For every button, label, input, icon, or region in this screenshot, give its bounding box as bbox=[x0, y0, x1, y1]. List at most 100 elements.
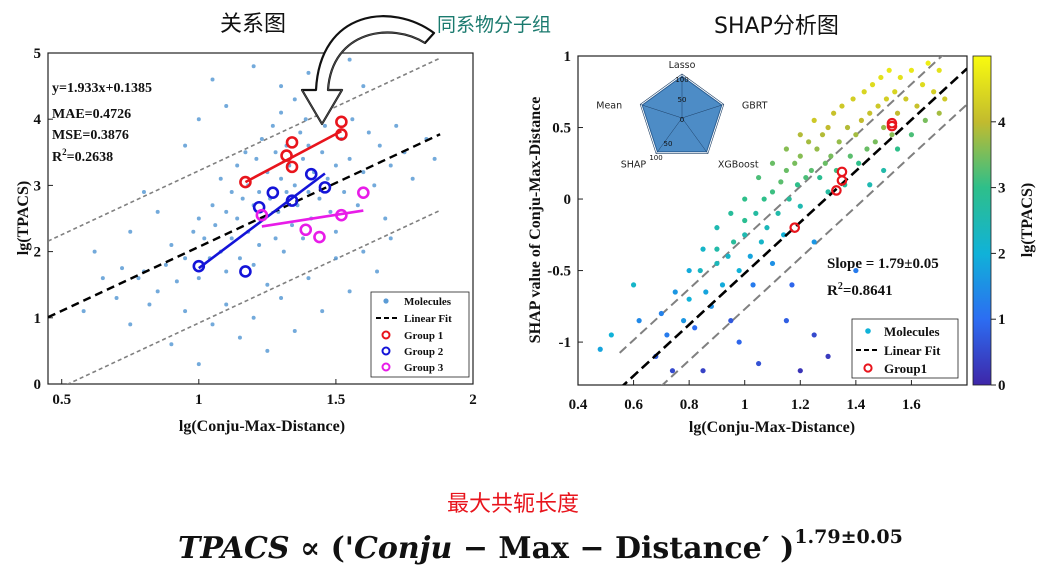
right-molecule-point bbox=[756, 174, 762, 181]
left-y-tick-label: 1 bbox=[34, 311, 42, 327]
radar-tick-label: 0 bbox=[680, 116, 684, 124]
left-group3-point bbox=[335, 208, 348, 222]
left-y-tick-label: 3 bbox=[34, 178, 42, 194]
right-molecule-point bbox=[858, 117, 865, 123]
right-molecule-point bbox=[925, 60, 931, 66]
right-molecule-point bbox=[867, 110, 873, 116]
right-molecule-point bbox=[686, 267, 692, 274]
right-molecule-point bbox=[825, 189, 831, 195]
right-molecule-point bbox=[750, 282, 756, 288]
left-molecule-point bbox=[265, 348, 270, 353]
right-molecule-point bbox=[783, 146, 789, 152]
right-molecule-point bbox=[714, 225, 720, 231]
colorbar-tick-label: 4 bbox=[998, 115, 1006, 131]
left-group3-point bbox=[299, 223, 313, 237]
left-annot-mae: MAE=0.4726 bbox=[52, 107, 131, 122]
colorbar-tick-label: 1 bbox=[998, 312, 1006, 328]
left-molecule-point bbox=[394, 123, 399, 128]
right-x-tick-label: 0.6 bbox=[624, 397, 643, 413]
left-molecule-point bbox=[375, 269, 380, 274]
left-group3-point bbox=[313, 230, 326, 244]
radar-axis-label: Lasso bbox=[669, 60, 696, 71]
left-molecule-point bbox=[169, 342, 174, 347]
left-molecule-point bbox=[183, 143, 188, 148]
left-molecule-point bbox=[229, 190, 234, 195]
left-molecule-point bbox=[136, 276, 141, 281]
formula-var-max: Max bbox=[498, 531, 569, 566]
right-group1-point bbox=[831, 185, 842, 196]
left-molecule-point bbox=[388, 163, 393, 168]
right-molecule-point bbox=[839, 103, 845, 109]
left-molecule-point bbox=[361, 249, 366, 254]
right-molecule-point bbox=[669, 368, 676, 374]
right-y-tick-label: -1 bbox=[559, 335, 572, 351]
left-molecule-point bbox=[388, 236, 393, 241]
radar-tick-label: 100 bbox=[675, 76, 688, 84]
right-molecule-point bbox=[764, 225, 770, 231]
right-molecule-point bbox=[908, 67, 915, 73]
left-molecule-point bbox=[196, 362, 201, 367]
right-molecule-point bbox=[658, 310, 664, 317]
left-molecule-point bbox=[290, 223, 295, 228]
left-molecule-point bbox=[240, 196, 245, 201]
left-group2-point bbox=[318, 181, 332, 194]
left-molecule-point bbox=[224, 103, 229, 108]
left-molecule-point bbox=[265, 282, 270, 287]
right-molecule-point bbox=[731, 239, 737, 245]
left-molecule-point bbox=[383, 216, 388, 221]
left-molecule-point bbox=[237, 256, 242, 261]
right-band-line bbox=[619, 56, 944, 354]
right-molecule-point bbox=[936, 67, 942, 73]
left-molecule-point bbox=[350, 117, 355, 122]
right-molecule-point bbox=[714, 246, 720, 252]
right-annot-r2-value: =0.8641 bbox=[843, 283, 893, 299]
right-molecule-point bbox=[817, 174, 823, 181]
left-group2-point bbox=[192, 259, 206, 273]
left-molecule-point bbox=[298, 130, 303, 135]
right-annot-slope: Slope = 1.79±0.05 bbox=[827, 256, 939, 272]
left-molecule-point bbox=[361, 170, 366, 175]
left-molecule-point bbox=[174, 279, 179, 284]
right-molecule-point bbox=[892, 89, 898, 95]
left-molecule-point bbox=[196, 216, 201, 221]
right-molecule-point bbox=[783, 167, 789, 174]
left-molecule-point bbox=[81, 309, 86, 314]
left-molecule-point bbox=[237, 335, 242, 340]
right-molecule-point bbox=[783, 318, 789, 324]
left-molecule-point bbox=[410, 176, 415, 181]
left-legend-fit-label: Linear Fit bbox=[404, 313, 452, 325]
right-molecule-point bbox=[811, 117, 817, 123]
right-molecule-point bbox=[719, 282, 726, 288]
right-molecule-point bbox=[742, 196, 748, 202]
left-molecule-point bbox=[210, 77, 215, 82]
left-x-tick-label: 0.5 bbox=[52, 392, 71, 408]
left-y-axis-label: lg(TPACS) bbox=[15, 181, 32, 255]
right-molecule-point bbox=[919, 82, 926, 88]
left-confidence-band bbox=[48, 57, 441, 384]
left-molecule-point bbox=[270, 123, 275, 128]
curved-arrow bbox=[300, 15, 436, 126]
right-molecule-point bbox=[867, 182, 873, 188]
left-y-tick-label: 0 bbox=[34, 377, 42, 393]
left-x-tick-label: 1.5 bbox=[327, 392, 346, 408]
right-molecule-point bbox=[881, 124, 887, 131]
right-legend-molecules-marker bbox=[865, 328, 871, 334]
right-molecule-point bbox=[672, 289, 678, 295]
right-molecule-point bbox=[664, 332, 670, 338]
right-molecule-point bbox=[725, 253, 731, 259]
right-molecule-point bbox=[903, 96, 909, 102]
left-linear-fit bbox=[48, 133, 441, 319]
left-legend-group3-label: Group 3 bbox=[404, 362, 444, 374]
left-molecule-point bbox=[191, 229, 196, 234]
left-molecule-point bbox=[235, 163, 240, 168]
right-molecule-point bbox=[797, 203, 803, 209]
left-molecule-point bbox=[254, 156, 259, 161]
left-molecule-point bbox=[333, 163, 338, 168]
right-molecule-point bbox=[758, 239, 764, 245]
right-molecule-point bbox=[872, 139, 878, 145]
left-molecule-point bbox=[322, 123, 327, 128]
colorbar bbox=[972, 55, 992, 386]
left-group3-point bbox=[357, 186, 370, 199]
left-molecule-point bbox=[306, 276, 311, 281]
right-molecule-point bbox=[897, 74, 903, 81]
